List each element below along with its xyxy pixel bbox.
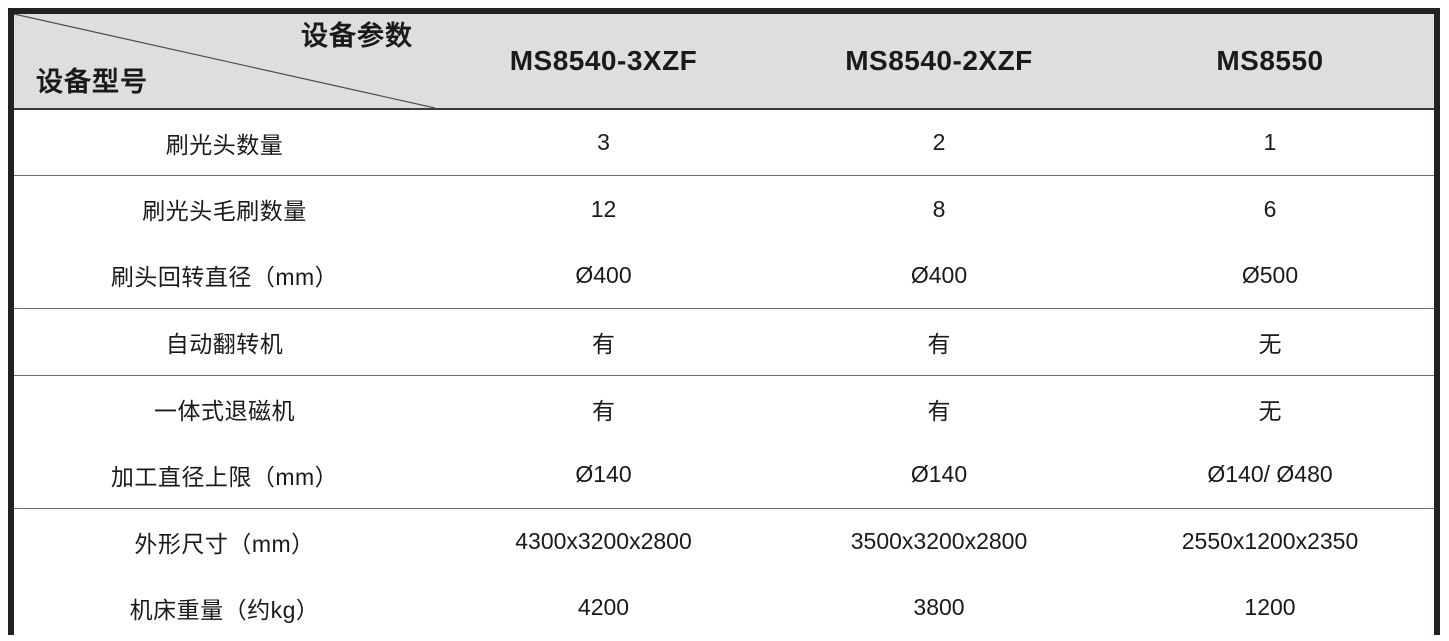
table-row: 机床重量（约kg） 4200 3800 1200 — [14, 574, 1434, 641]
cell-value: 4300x3200x2800 — [435, 507, 772, 575]
cell-value: Ø400 — [435, 242, 772, 309]
corner-parameter-label: 设备参数 — [301, 21, 413, 51]
row-label: 刷光头数量 — [14, 108, 435, 176]
row-label: 自动翻转机 — [14, 308, 435, 375]
table-row: 一体式退磁机 有 有 无 — [14, 374, 1434, 442]
cell-value: 8 — [772, 175, 1106, 242]
table-row: 加工直径上限（mm） Ø140 Ø140 Ø140/ Ø480 — [14, 441, 1434, 508]
cell-value: 有 — [772, 374, 1106, 442]
table-header: 设备参数 设备型号 MS8540-3XZF MS8540-2XZF MS8550 — [14, 14, 1434, 109]
cell-value: 3500x3200x2800 — [772, 507, 1106, 575]
corner-header-cell: 设备参数 设备型号 — [14, 14, 435, 109]
cell-value: 有 — [435, 308, 772, 375]
diagonal-divider-line — [14, 14, 435, 108]
equipment-spec-table: 设备参数 设备型号 MS8540-3XZF MS8540-2XZF MS8550… — [14, 14, 1434, 641]
cell-value: Ø140 — [435, 441, 772, 508]
row-label: 外形尺寸（mm） — [14, 507, 435, 575]
column-header-model2: MS8540-2XZF — [772, 14, 1106, 109]
header-row: 设备参数 设备型号 MS8540-3XZF MS8540-2XZF MS8550 — [14, 14, 1434, 109]
cell-value: 3 — [435, 108, 772, 176]
cell-value: 6 — [1106, 175, 1434, 242]
row-label: 一体式退磁机 — [14, 374, 435, 442]
cell-value: 1200 — [1106, 574, 1434, 641]
cell-value: Ø140/ Ø480 — [1106, 441, 1434, 508]
table-row: 刷光头数量 3 2 1 — [14, 108, 1434, 176]
cell-value: Ø140 — [772, 441, 1106, 508]
cell-value: 无 — [1106, 374, 1434, 442]
cell-value: 4200 — [435, 574, 772, 641]
corner-model-label: 设备型号 — [36, 67, 148, 98]
column-header-model3: MS8550 — [1106, 14, 1434, 109]
row-label: 刷光头毛刷数量 — [14, 175, 435, 242]
table-row: 刷光头毛刷数量 12 8 6 — [14, 175, 1434, 242]
table-body: 刷光头数量 3 2 1 刷光头毛刷数量 12 8 6 刷头回转直径（mm） Ø4… — [14, 108, 1434, 641]
cell-value: 3800 — [772, 574, 1106, 641]
cell-value: Ø400 — [772, 242, 1106, 309]
cell-value: Ø500 — [1106, 242, 1434, 309]
cell-value: 有 — [435, 374, 772, 442]
cell-value: 1 — [1106, 108, 1434, 176]
table-row: 刷头回转直径（mm） Ø400 Ø400 Ø500 — [14, 242, 1434, 309]
spec-table-container: 设备参数 设备型号 MS8540-3XZF MS8540-2XZF MS8550… — [8, 8, 1440, 641]
row-label: 刷头回转直径（mm） — [14, 242, 435, 309]
cell-value: 12 — [435, 175, 772, 242]
row-label: 机床重量（约kg） — [14, 574, 435, 641]
table-row: 自动翻转机 有 有 无 — [14, 308, 1434, 375]
cell-value: 有 — [772, 308, 1106, 375]
cell-value: 2 — [772, 108, 1106, 176]
cell-value: 无 — [1106, 308, 1434, 375]
row-label: 加工直径上限（mm） — [14, 441, 435, 508]
column-header-model1: MS8540-3XZF — [435, 14, 772, 109]
cell-value: 2550x1200x2350 — [1106, 507, 1434, 575]
table-row: 外形尺寸（mm） 4300x3200x2800 3500x3200x2800 2… — [14, 507, 1434, 575]
